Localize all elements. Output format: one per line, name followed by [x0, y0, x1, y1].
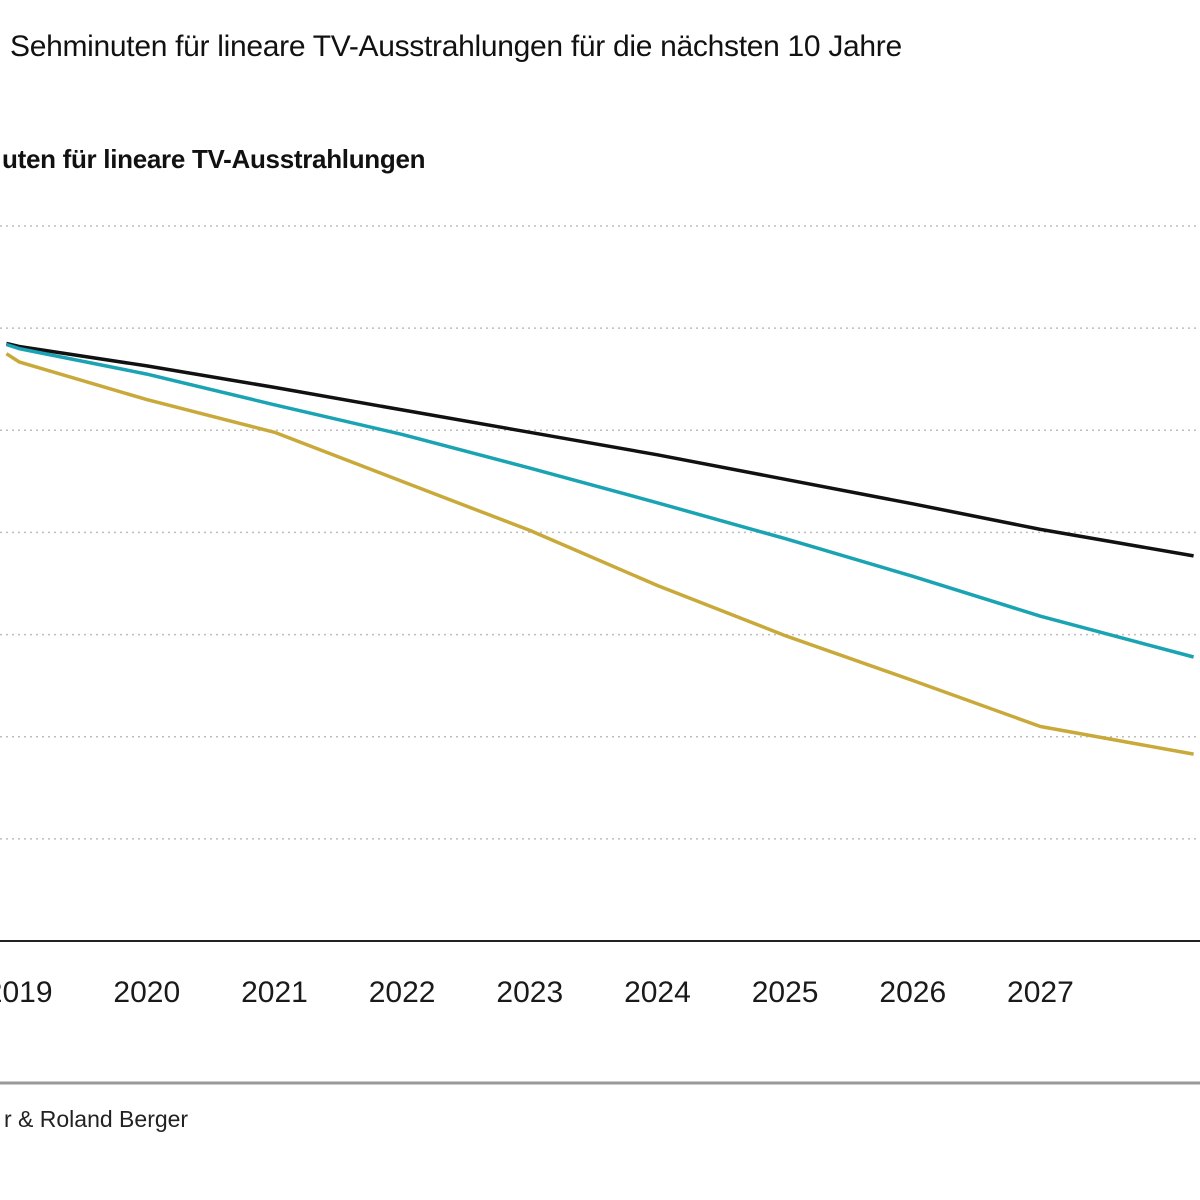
x-tick-label: 2026 [879, 976, 946, 1009]
chart-title: Sehminuten für lineare TV-Ausstrahlungen… [10, 30, 902, 63]
x-tick-label: 2020 [113, 976, 180, 1009]
y-axis-label: uten für lineare TV-Ausstrahlungen [2, 144, 426, 174]
source-note: r & Roland Berger [4, 1106, 189, 1132]
x-axis-ticks: 2019 2020 2021 2022 2023 2024 2025 2026 2027 [0, 976, 1074, 1009]
gridlines [0, 225, 1200, 840]
x-tick-label: 2025 [752, 976, 819, 1009]
x-tick-label: 2023 [496, 976, 563, 1009]
x-tick-label: 2024 [624, 976, 691, 1009]
x-tick-label: 2019 [0, 976, 53, 1009]
x-tick-label: 2022 [369, 976, 436, 1009]
x-tick-label: 2021 [241, 976, 308, 1009]
series-line-3 [5, 352, 1194, 756]
series-line-2 [5, 342, 1195, 659]
x-tick-label: 2027 [1007, 976, 1074, 1009]
series-line-1 [5, 341, 1194, 558]
series-lines [5, 341, 1195, 756]
